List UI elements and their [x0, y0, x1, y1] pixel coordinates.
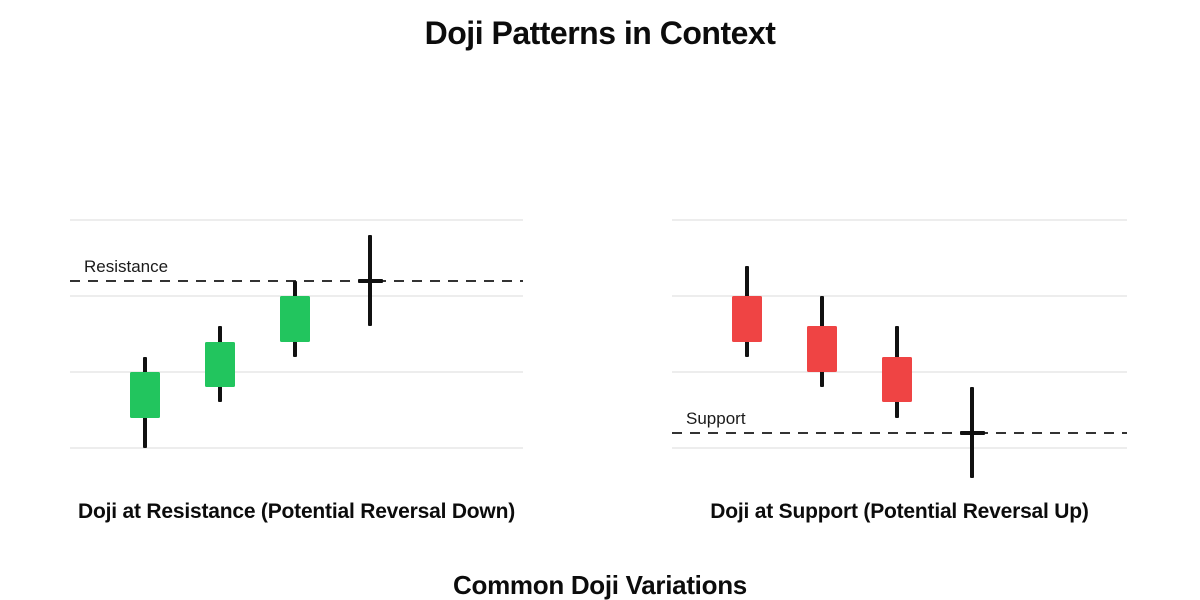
candle-body — [732, 296, 762, 342]
support-line — [672, 431, 1127, 434]
doji-cross-horizontal — [357, 278, 383, 283]
candle-body — [882, 356, 912, 403]
gridline — [70, 219, 523, 221]
gridline — [672, 219, 1127, 221]
resistance-chart-plot: Resistance — [70, 200, 523, 490]
section-heading: Common Doji Variations — [453, 570, 747, 600]
candle-body — [807, 326, 837, 372]
candle-body — [205, 341, 235, 388]
support-chart-caption: Doji at Support (Potential Reversal Up) — [710, 500, 1089, 523]
candle-body — [280, 296, 310, 342]
gridline — [672, 295, 1127, 297]
gridline — [70, 447, 523, 449]
support-chart-plot: Support — [672, 200, 1127, 490]
doji-cross-horizontal — [959, 430, 985, 435]
support-label: Support — [686, 408, 746, 428]
resistance-chart-caption: Doji at Resistance (Potential Reversal D… — [78, 500, 515, 523]
gridline — [672, 447, 1127, 449]
candle-body — [130, 372, 160, 418]
page-title: Doji Patterns in Context — [424, 15, 776, 51]
gridline — [70, 371, 523, 373]
resistance-label: Resistance — [84, 256, 169, 276]
